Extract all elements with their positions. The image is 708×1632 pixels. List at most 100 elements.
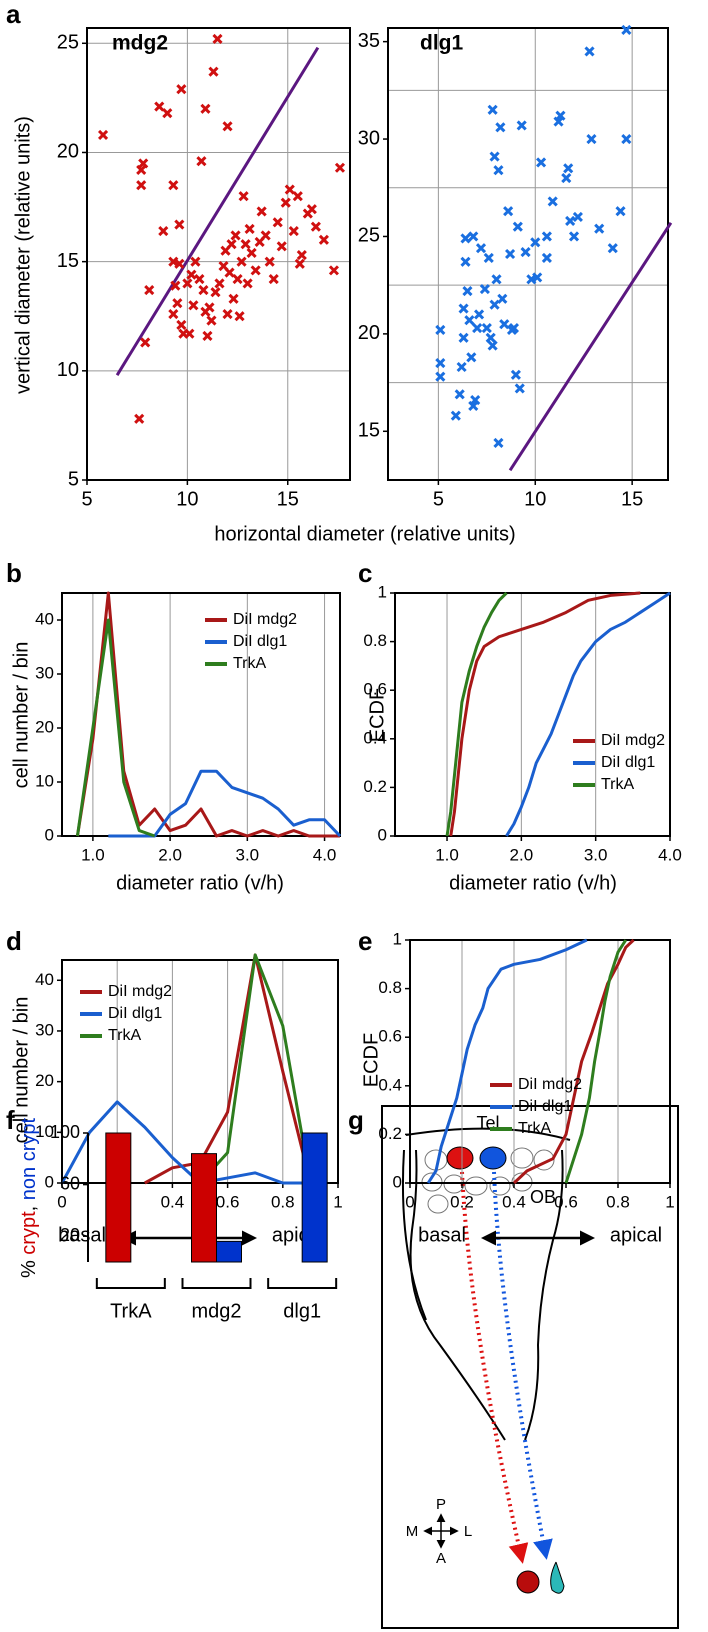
- point: [435, 358, 446, 369]
- point: [435, 324, 446, 336]
- point: [483, 252, 494, 263]
- point: [493, 165, 504, 176]
- point: [206, 315, 217, 326]
- point: [475, 243, 487, 254]
- point: [188, 300, 199, 311]
- point: [607, 243, 618, 254]
- panel-letter: a: [6, 0, 21, 29]
- point: [454, 389, 465, 400]
- point: [232, 274, 243, 285]
- point: [260, 230, 271, 241]
- point: [491, 274, 502, 285]
- category-bracket: [181, 1278, 252, 1289]
- chart-title: mdg2: [112, 32, 168, 55]
- bar: [105, 1132, 132, 1263]
- panel-letters: a b c d e f g: [6, 0, 372, 1135]
- x-tick-label: 1.0: [81, 845, 105, 864]
- legend-label: DiI mdg2: [518, 1076, 582, 1093]
- y-tick-label: 35: [358, 30, 380, 52]
- x-tick-label: 0: [405, 1192, 414, 1211]
- compass-label: P: [436, 1496, 446, 1513]
- legend-label: TrkA: [601, 776, 635, 793]
- y-tick-label: 15: [57, 250, 79, 272]
- point: [472, 322, 483, 334]
- y-tick-label: 20: [358, 322, 380, 344]
- compass-label: L: [464, 1523, 472, 1540]
- point: [176, 84, 187, 95]
- point: [555, 110, 566, 121]
- x-tick-label: 15: [621, 488, 643, 510]
- plot-frame: [61, 959, 339, 1184]
- series-line: [445, 591, 508, 837]
- y-tick-label: 15: [358, 420, 380, 442]
- point: [541, 231, 552, 242]
- point: [458, 332, 469, 343]
- point: [487, 340, 498, 351]
- point: [272, 217, 283, 228]
- chart: 5 10 15 20 25 5 10 15 mdg2 horizontal diameter (r…: [12, 27, 516, 545]
- chart: 0 10 20 30 40 1.0 2.0 3.0 4.0 diameter ratio (v/h…: [10, 591, 342, 894]
- point: [138, 158, 149, 169]
- y-axis-label-part: ,: [18, 1200, 40, 1211]
- legend-label: DiI dlg1: [108, 1005, 162, 1022]
- point: [154, 101, 165, 112]
- point: [174, 219, 185, 230]
- point: [572, 211, 583, 223]
- chart: 0 0.2 0.4 0.6 0.8 1 0 0.2 0.4 0.6 0.8 1 ECDF basal api…: [360, 929, 674, 1246]
- outline: [401, 1149, 427, 1321]
- chart-title: dlg1: [420, 32, 463, 55]
- series-line: [564, 939, 628, 1184]
- plot-frame: [409, 939, 671, 1184]
- y-tick-label: 0: [378, 825, 387, 844]
- panel-letter: d: [6, 926, 22, 956]
- x-tick-label: 1.0: [435, 845, 459, 864]
- y-tick-label: 5: [68, 468, 79, 490]
- annotation: basal: [58, 1224, 106, 1246]
- point: [288, 226, 299, 237]
- x-tick-label: 0: [57, 1192, 66, 1211]
- series-line: [75, 618, 156, 838]
- point: [481, 322, 492, 334]
- point: [294, 258, 305, 269]
- point: [174, 258, 185, 269]
- point: [158, 226, 169, 237]
- chart: 0 0.2 0.4 0.6 0.8 1 1.0 2.0 3.0 4.0 diameter ratio…: [363, 582, 681, 894]
- non-crypt-cell: [479, 1146, 507, 1170]
- legend-label: DiI dlg1: [601, 754, 655, 771]
- x-tick-label: mdg2: [191, 1300, 241, 1322]
- point: [460, 233, 471, 244]
- y-tick-label: 20: [60, 1225, 80, 1245]
- x-tick-label: 0.4: [161, 1192, 185, 1211]
- series-line: [449, 591, 641, 837]
- y-tick-label: 10: [57, 359, 79, 381]
- x-axis-label: horizontal diameter (relative units): [214, 523, 515, 545]
- x-tick-label: 0.8: [606, 1192, 630, 1211]
- point: [202, 330, 213, 341]
- y-tick-label: 0: [393, 1172, 402, 1191]
- y-tick-label: 0.4: [378, 1075, 402, 1094]
- migration-arrow: [460, 1171, 529, 1564]
- y-tick-label: 0.8: [378, 978, 402, 997]
- x-tick-label: 0.2: [450, 1192, 474, 1211]
- fit-line: [508, 222, 673, 472]
- point: [460, 256, 471, 267]
- point: [234, 311, 245, 322]
- y-tick-label: 0: [45, 1172, 54, 1191]
- point: [565, 215, 576, 226]
- x-axis-label: diameter ratio (v/h): [116, 872, 284, 894]
- y-tick-label: 25: [358, 225, 380, 247]
- series-line: [198, 953, 312, 1185]
- ob-outline: [409, 1149, 506, 1441]
- point: [222, 121, 233, 132]
- y-tick-label: 0.8: [363, 631, 387, 650]
- y-tick-label: 0.4: [363, 728, 387, 747]
- point: [140, 337, 151, 348]
- point: [186, 269, 197, 280]
- point: [536, 157, 547, 168]
- plot-frame: [394, 592, 671, 837]
- series-line: [505, 591, 671, 837]
- x-tick-label: 10: [176, 488, 198, 510]
- point: [468, 231, 479, 242]
- point: [268, 274, 279, 285]
